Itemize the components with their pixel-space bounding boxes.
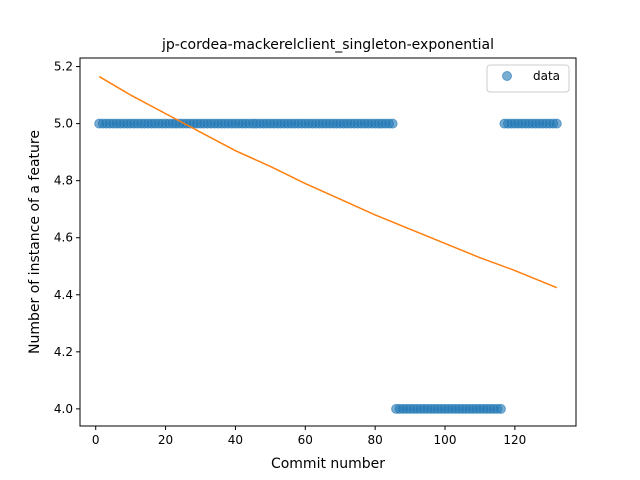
plot-marks [94,75,562,414]
x-tick-label: 40 [228,433,243,447]
x-tick-label: 60 [298,433,313,447]
data-point [387,118,398,129]
legend: data [486,64,570,93]
x-tick-label: 100 [434,433,457,447]
y-tick-label: 4.0 [54,402,73,416]
y-axis-label: Number of instance of a feature [27,130,43,354]
y-tick-label: 5.2 [54,60,73,74]
x-axis-label: Commit number [271,456,385,472]
y-tick-label: 4.4 [54,288,73,302]
data-point [551,118,562,129]
fit-line [98,75,558,289]
y-tick-label: 4.2 [54,345,73,359]
chart-title: jp-cordea-mackerelclient_singleton-expon… [161,37,494,53]
x-tick-label: 120 [503,433,526,447]
legend-label-data: data [533,69,560,83]
legend-marker-data [502,71,512,81]
data-point [495,403,506,414]
y-tick-label: 4.6 [54,231,73,245]
y-tick-label: 4.8 [54,174,73,188]
x-tick-label: 80 [368,433,383,447]
x-tick-label: 0 [92,433,100,447]
x-tick-label: 20 [158,433,173,447]
axis-ticks: 0 20 40 60 80 100 120 4.0 4.2 4.4 4.6 4.8 5.0 5.2 [54,60,526,447]
plot-area-frame [79,57,577,427]
y-tick-label: 5.0 [54,117,73,131]
